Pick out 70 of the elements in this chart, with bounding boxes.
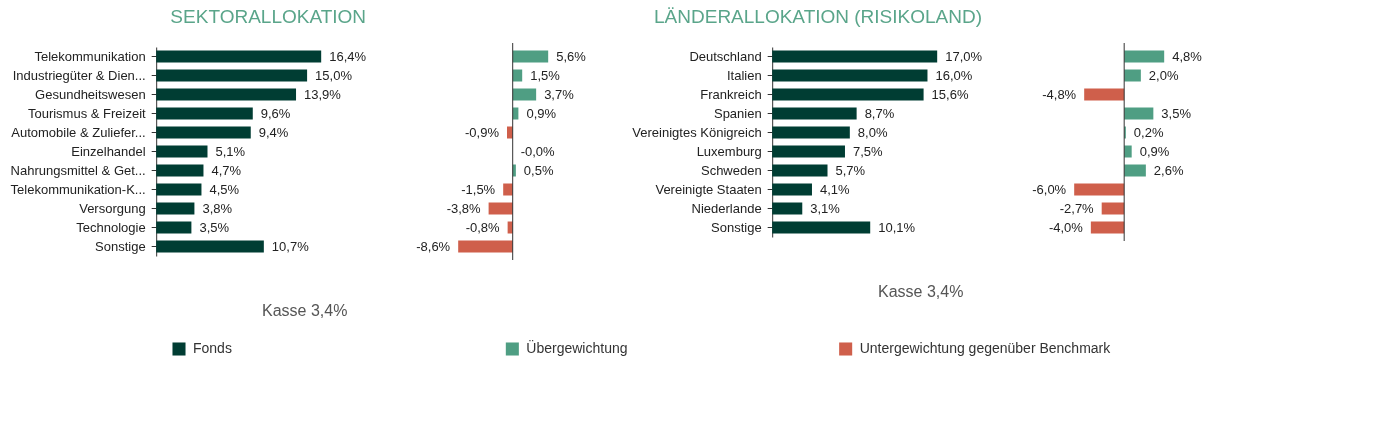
- y-tick-label: Vereinigte Staaten: [655, 181, 762, 197]
- data-label: 0,9%: [526, 105, 557, 121]
- data-label: 0,5%: [523, 162, 554, 178]
- data-label: -0,0%: [520, 143, 556, 159]
- y-tick-label: Telekommunikation-K...: [10, 181, 146, 197]
- data-label: 3,7%: [544, 86, 575, 102]
- data-label: 3,5%: [1161, 105, 1192, 121]
- data-label: 0,9%: [1139, 143, 1170, 159]
- legend-label: Untergewichtung gegenüber Benchmark: [859, 340, 1112, 356]
- data-label: 10,1%: [878, 219, 916, 235]
- data-label: 9,6%: [260, 105, 291, 121]
- legend-label: Fonds: [193, 340, 232, 356]
- data-label: 16,0%: [935, 67, 973, 83]
- data-label: -2,7%: [1059, 200, 1095, 216]
- data-label: 3,1%: [810, 200, 841, 216]
- chart-title: SEKTORALLOKATION: [170, 6, 367, 27]
- data-label: 3,8%: [202, 200, 233, 216]
- data-label: -0,9%: [465, 124, 500, 140]
- data-label: 2,6%: [1153, 162, 1184, 178]
- y-tick-label: Frankreich: [700, 86, 762, 102]
- data-label: 9,4%: [258, 124, 289, 140]
- data-label: 7,5%: [852, 143, 884, 159]
- data-label: 4,8%: [1172, 48, 1203, 64]
- data-label: 16,4%: [329, 48, 367, 64]
- data-label: 4,7%: [211, 162, 242, 178]
- y-tick-label: Luxemburg: [696, 143, 762, 159]
- y-tick-label: Industriegüter & Dien...: [12, 67, 146, 83]
- y-tick-label: Sonstige: [95, 238, 146, 254]
- text: Kasse 3,4%: [877, 283, 964, 300]
- y-tick-label: Spanien: [713, 105, 762, 121]
- y-tick-label: Italien: [726, 67, 762, 83]
- data-label: -6,0%: [1032, 181, 1067, 197]
- data-label: 10,7%: [271, 238, 310, 254]
- y-tick-label: Vereinigtes Königreich: [632, 124, 762, 140]
- data-label: 8,7%: [864, 105, 895, 121]
- legend-label: Übergewichtung: [526, 339, 628, 356]
- data-label: 4,1%: [819, 181, 851, 197]
- y-tick-label: Niederlande: [691, 200, 762, 216]
- data-label: 3,5%: [199, 219, 230, 235]
- y-tick-label: Automobile & Zuliefer...: [11, 124, 146, 140]
- data-label: 5,6%: [556, 48, 587, 64]
- y-tick-label: Gesundheitswesen: [35, 86, 146, 102]
- data-label: 0,2%: [1133, 124, 1164, 140]
- data-label: -1,5%: [461, 181, 496, 197]
- y-tick-label: Schweden: [700, 162, 762, 178]
- data-label: 5,1%: [215, 143, 246, 159]
- y-tick-label: Einzelhandel: [71, 143, 146, 159]
- chart-title: LÄNDERALLOKATION (RISIKOLAND): [654, 6, 983, 27]
- y-tick-label: Technologie: [76, 219, 146, 235]
- y-tick-label: Nahrungsmittel & Get...: [10, 162, 146, 178]
- data-label: 13,9%: [304, 86, 342, 102]
- y-tick-label: Tourismus & Freizeit: [27, 105, 147, 121]
- data-label: 1,5%: [530, 67, 561, 83]
- data-label: 5,7%: [835, 162, 866, 178]
- y-tick-label: Sonstige: [711, 219, 762, 235]
- data-label: 2,0%: [1148, 67, 1179, 83]
- data-label: -4,0%: [1048, 219, 1084, 235]
- data-label: -0,8%: [465, 219, 501, 235]
- data-label: -4,8%: [1042, 86, 1077, 102]
- data-label: 15,6%: [931, 86, 969, 102]
- data-label: 8,0%: [857, 124, 888, 140]
- y-tick-label: Versorgung: [79, 200, 146, 216]
- y-tick-label: Deutschland: [689, 48, 762, 64]
- data-label: -8,6%: [416, 238, 451, 254]
- text: Kasse 3,4%: [261, 302, 348, 319]
- data-label: 17,0%: [945, 48, 983, 64]
- data-label: -3,8%: [446, 200, 482, 216]
- data-label: 4,5%: [209, 181, 240, 197]
- data-label: 15,0%: [315, 67, 353, 83]
- y-tick-label: Telekommunikation: [34, 48, 146, 64]
